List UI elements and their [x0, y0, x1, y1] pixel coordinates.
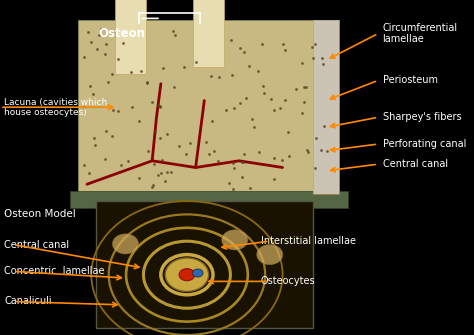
Text: Central canal: Central canal	[4, 240, 70, 250]
Circle shape	[222, 230, 248, 250]
Text: Osteon Model: Osteon Model	[4, 209, 76, 219]
Text: Central canal: Central canal	[383, 159, 447, 169]
Bar	[313, 20, 339, 194]
Bar	[70, 191, 348, 208]
Text: Sharpey's fibers: Sharpey's fibers	[383, 112, 461, 122]
Text: Lacuna (cavities which
house osteocytes): Lacuna (cavities which house osteocytes)	[4, 97, 108, 117]
Text: Osteocytes: Osteocytes	[261, 276, 316, 286]
Text: Periosteum: Periosteum	[383, 75, 438, 85]
Text: Interstitial lamellae: Interstitial lamellae	[261, 236, 356, 246]
Bar	[193, 0, 224, 67]
Circle shape	[165, 258, 209, 291]
Circle shape	[179, 269, 195, 281]
Text: Perforating canal: Perforating canal	[383, 139, 466, 149]
Circle shape	[257, 245, 283, 265]
Bar	[96, 201, 313, 328]
Text: Osteon: Osteon	[98, 27, 145, 40]
Circle shape	[112, 234, 138, 254]
Circle shape	[192, 269, 203, 277]
Text: Canaliculi: Canaliculi	[4, 296, 52, 307]
Text: Circumferential
lamellae: Circumferential lamellae	[383, 23, 458, 44]
Text: Concentric  lamellae: Concentric lamellae	[4, 266, 105, 276]
Bar	[313, 20, 339, 194]
Bar	[115, 0, 146, 74]
Bar	[78, 20, 339, 194]
